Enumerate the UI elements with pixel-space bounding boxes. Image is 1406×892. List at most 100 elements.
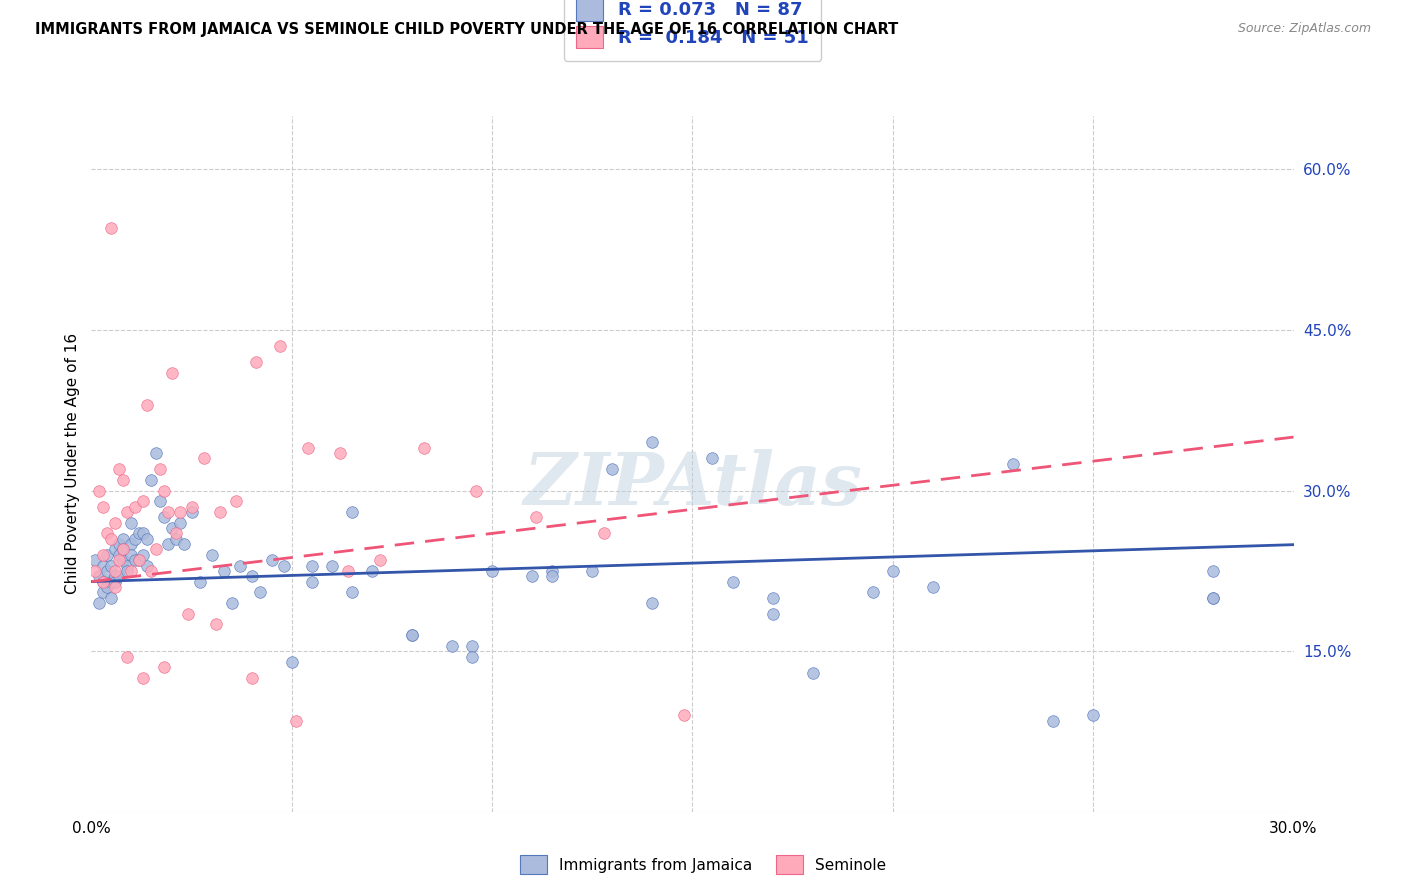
Point (117, 564, 139, 578)
Point (1202, 591, 1225, 605)
Point (204, 617, 226, 632)
Point (522, 569, 544, 583)
Point (132, 526, 155, 541)
Point (128, 526, 150, 541)
Point (602, 462, 624, 476)
Point (89, 596, 111, 610)
Point (169, 516, 191, 530)
Point (336, 564, 359, 578)
Point (321, 558, 343, 573)
Point (145, 542, 167, 557)
Point (108, 462, 131, 476)
Point (173, 537, 195, 551)
Point (1042, 714, 1064, 728)
Point (121, 564, 143, 578)
Point (1202, 591, 1225, 605)
Point (1202, 564, 1225, 578)
Point (100, 532, 122, 546)
Point (882, 564, 904, 578)
Text: IMMIGRANTS FROM JAMAICA VS SEMINOLE CHILD POVERTY UNDER THE AGE OF 16 CORRELATIO: IMMIGRANTS FROM JAMAICA VS SEMINOLE CHIL… (35, 22, 898, 37)
Point (641, 596, 664, 610)
Point (89, 483, 111, 498)
Point (524, 510, 547, 524)
Point (93, 558, 115, 573)
Point (340, 505, 363, 519)
Point (100, 221, 122, 235)
Point (124, 500, 146, 514)
Point (84, 553, 107, 567)
Point (160, 366, 183, 380)
Point (152, 510, 174, 524)
Point (104, 580, 127, 594)
Point (96, 580, 118, 594)
Point (141, 473, 163, 487)
Point (169, 505, 191, 519)
Point (104, 574, 127, 589)
Point (148, 462, 170, 476)
Point (201, 548, 224, 562)
Point (121, 537, 143, 551)
Point (461, 639, 484, 653)
Point (93, 500, 115, 514)
Point (141, 564, 163, 578)
Point (176, 607, 198, 621)
Point (124, 553, 146, 567)
Point (1083, 708, 1105, 723)
Point (208, 505, 231, 519)
Point (281, 655, 304, 669)
Point (160, 521, 183, 535)
Point (721, 574, 744, 589)
Point (108, 569, 131, 583)
Point (112, 542, 135, 557)
Point (108, 553, 131, 567)
Point (269, 339, 291, 353)
Point (240, 671, 263, 685)
Text: Source: ZipAtlas.com: Source: ZipAtlas.com (1237, 22, 1371, 36)
Point (225, 494, 247, 508)
Point (112, 473, 135, 487)
Point (112, 542, 135, 557)
Point (117, 649, 139, 664)
Point (156, 505, 179, 519)
Point (132, 671, 155, 685)
Point (301, 558, 323, 573)
Point (148, 494, 170, 508)
Point (329, 446, 352, 460)
Point (461, 649, 484, 664)
Point (481, 564, 503, 578)
Point (100, 591, 122, 605)
Point (245, 355, 267, 369)
Point (104, 569, 127, 583)
Point (360, 564, 382, 578)
Point (93, 574, 115, 589)
Point (104, 564, 127, 578)
Point (340, 585, 363, 599)
Point (440, 639, 463, 653)
Point (228, 558, 250, 573)
Text: ZIPAtlas: ZIPAtlas (523, 450, 862, 520)
Point (96, 526, 118, 541)
Point (96, 564, 118, 578)
Point (112, 553, 135, 567)
Point (465, 483, 488, 498)
Point (136, 532, 159, 546)
Point (165, 532, 187, 546)
Point (152, 660, 174, 674)
Point (801, 665, 824, 680)
Point (541, 569, 564, 583)
Point (240, 569, 263, 583)
Point (641, 435, 664, 450)
Point (108, 548, 131, 562)
Point (249, 585, 271, 599)
Point (96, 548, 118, 562)
Point (128, 553, 150, 567)
Point (284, 714, 307, 728)
Point (100, 558, 122, 573)
Point (156, 537, 179, 551)
Point (152, 483, 174, 498)
Y-axis label: Child Poverty Under the Age of 16: Child Poverty Under the Age of 16 (65, 334, 80, 594)
Point (212, 564, 235, 578)
Point (401, 628, 423, 642)
Point (145, 446, 167, 460)
Point (93, 574, 115, 589)
